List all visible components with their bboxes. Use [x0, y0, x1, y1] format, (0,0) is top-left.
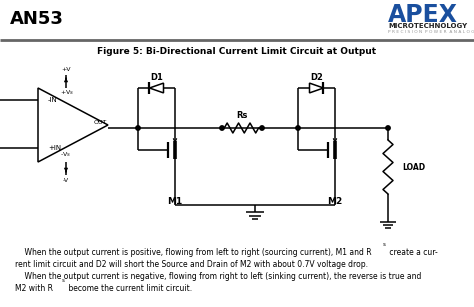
Text: Rs: Rs	[237, 111, 248, 119]
Text: rent limit circuit and D2 will short the Source and Drain of M2 with about 0.7V : rent limit circuit and D2 will short the…	[15, 260, 368, 269]
Circle shape	[386, 126, 390, 130]
Circle shape	[260, 126, 264, 130]
Text: D2: D2	[310, 72, 323, 81]
Text: -V$_S$: -V$_S$	[60, 150, 71, 159]
Text: M2: M2	[328, 197, 343, 207]
Polygon shape	[38, 88, 108, 162]
Text: OUT: OUT	[94, 119, 108, 125]
Text: LOAD: LOAD	[402, 162, 425, 172]
Circle shape	[136, 126, 140, 130]
Text: +V: +V	[61, 67, 71, 72]
Text: s: s	[383, 242, 386, 247]
Text: -IN: -IN	[48, 97, 58, 103]
Text: +V$_S$: +V$_S$	[60, 88, 74, 97]
Text: APEX: APEX	[388, 3, 458, 27]
Text: M2 with R: M2 with R	[15, 284, 53, 293]
Text: D1: D1	[150, 72, 163, 81]
Text: MICROTECHNOLOGY: MICROTECHNOLOGY	[388, 23, 467, 29]
Text: become the current limit circuit.: become the current limit circuit.	[66, 284, 192, 293]
Text: create a cur-: create a cur-	[387, 248, 438, 257]
Text: Figure 5: Bi-Directional Current Limit Circuit at Output: Figure 5: Bi-Directional Current Limit C…	[98, 47, 376, 56]
Circle shape	[296, 126, 300, 130]
Text: +IN: +IN	[48, 145, 61, 151]
Polygon shape	[149, 83, 164, 93]
Circle shape	[220, 126, 224, 130]
Text: s: s	[62, 278, 65, 282]
Text: M1: M1	[167, 197, 182, 207]
Text: When the output current is negative, flowing from right to left (sinking current: When the output current is negative, flo…	[15, 272, 421, 281]
Text: -V: -V	[63, 178, 69, 183]
Text: AN53: AN53	[10, 10, 64, 28]
Text: When the output current is positive, flowing from left to right (sourcing curren: When the output current is positive, flo…	[15, 248, 372, 257]
Polygon shape	[310, 83, 323, 93]
Text: P R E C I S I O N  P O W E R  A N A L O G: P R E C I S I O N P O W E R A N A L O G	[388, 30, 474, 34]
